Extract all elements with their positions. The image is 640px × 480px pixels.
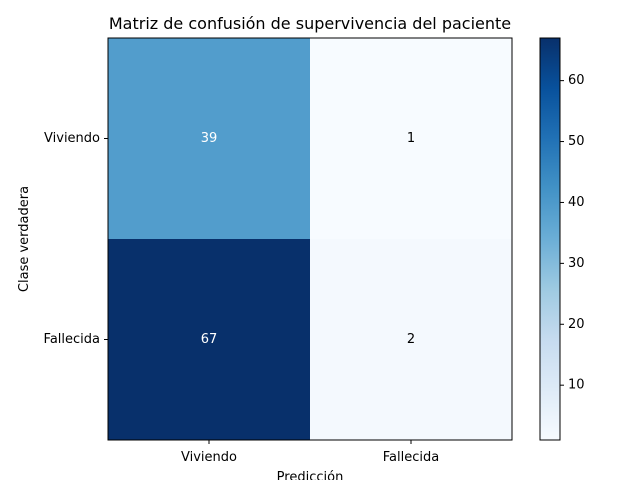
x-tick-label: Fallecida (383, 450, 439, 465)
chart-title: Matriz de confusión de supervivencia del… (109, 14, 511, 33)
colorbar (539, 37, 561, 441)
x-axis: Viviendo Fallecida (181, 440, 439, 465)
colorbar-tick-label: 60 (568, 73, 585, 88)
colorbar-ticks: 10 20 30 40 50 60 (560, 73, 585, 393)
x-axis-label: Predicción (277, 470, 344, 480)
y-axis: Viviendo Fallecida (44, 131, 108, 347)
heatmap-cells (108, 38, 512, 440)
cell-value-label: 39 (201, 131, 218, 146)
cell-value-label: 2 (407, 332, 415, 347)
plot-frame (107, 37, 513, 441)
colorbar-tick-label: 40 (568, 195, 585, 210)
colorbar-tick-label: 10 (568, 378, 585, 393)
heatmap-cell-labels: 39 1 67 2 (201, 131, 415, 347)
heatmap-cell (108, 239, 310, 440)
y-tick-label: Viviendo (44, 131, 100, 146)
colorbar-tick-label: 50 (568, 134, 585, 149)
heatmap-cell (310, 38, 512, 239)
colorbar-tick-label: 30 (568, 256, 585, 271)
cell-value-label: 1 (407, 131, 415, 146)
x-tick-label: Viviendo (181, 450, 237, 465)
y-axis-label: Clase verdadera (17, 186, 32, 292)
y-tick-label: Fallecida (44, 332, 100, 347)
heatmap-cell (310, 239, 512, 440)
colorbar-tick-label: 20 (568, 317, 585, 332)
heatmap-cell (108, 38, 310, 239)
cell-value-label: 67 (201, 332, 218, 347)
